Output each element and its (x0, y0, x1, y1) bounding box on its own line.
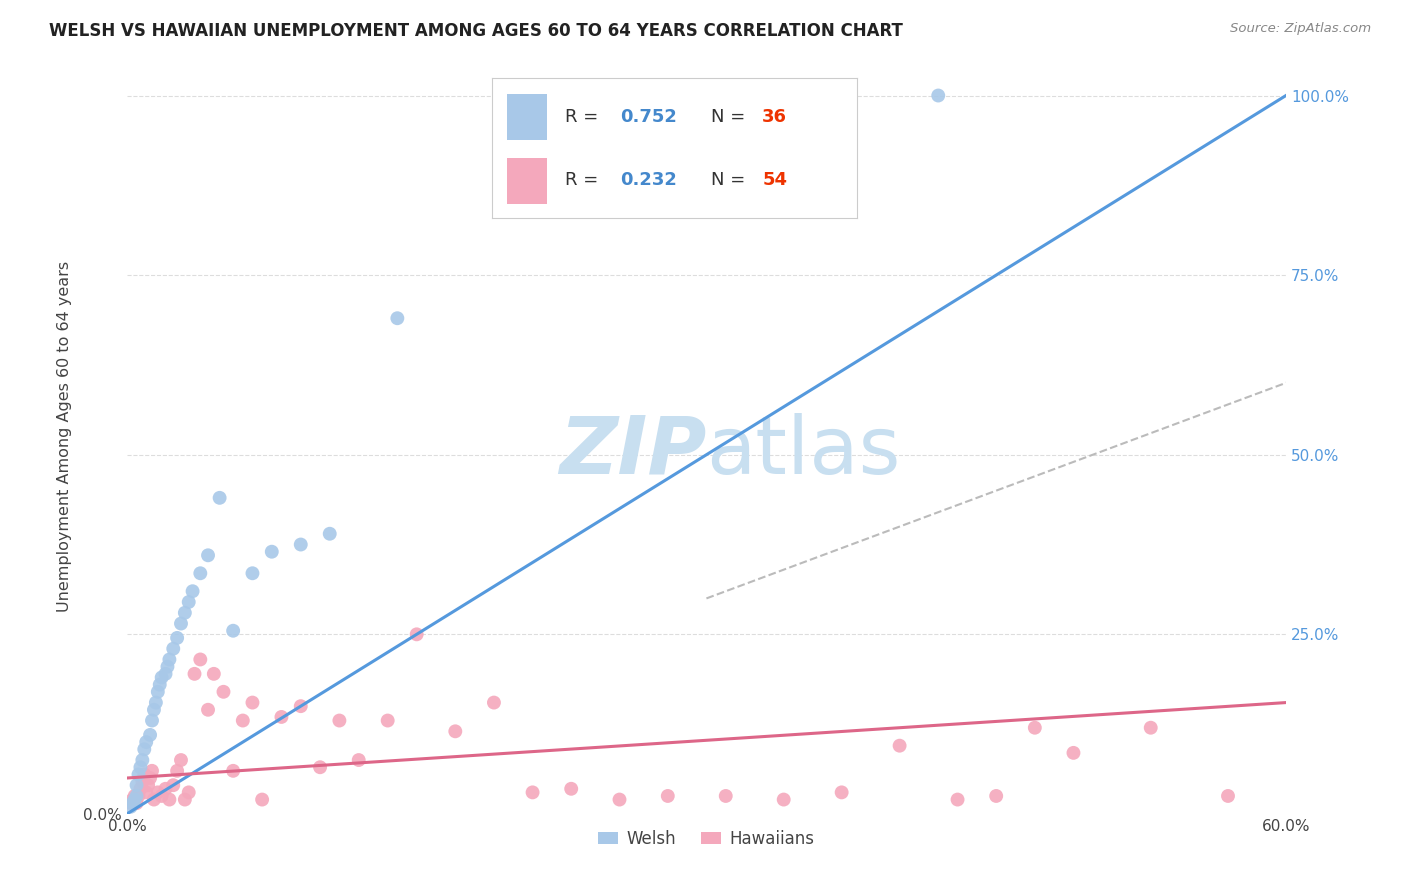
Point (242, 566, 264, 581)
Point (197, 549, 219, 563)
Point (135, 735, 157, 749)
Point (188, 566, 211, 581)
Point (128, 789, 150, 803)
Point (173, 792, 195, 806)
Point (149, 678, 172, 692)
Point (131, 753, 153, 767)
Point (129, 760, 152, 774)
Point (1216, 789, 1239, 803)
Point (522, 785, 544, 799)
Y-axis label: Unemployment Among Ages 60 to 64 years: Unemployment Among Ages 60 to 64 years (58, 261, 72, 612)
Point (134, 742, 156, 756)
Point (222, 624, 245, 638)
Point (124, 789, 146, 803)
Point (482, 696, 505, 710)
Point (328, 714, 350, 728)
Point (150, 789, 173, 803)
Point (150, 670, 173, 684)
Point (170, 616, 193, 631)
Point (177, 595, 200, 609)
Point (155, 781, 177, 796)
Point (260, 545, 283, 559)
Point (135, 785, 157, 799)
Point (125, 778, 148, 792)
Point (121, 792, 143, 806)
Point (131, 774, 153, 789)
Point (157, 652, 180, 666)
Point (197, 703, 219, 717)
Point (560, 781, 582, 796)
Point (1024, 721, 1046, 735)
Point (134, 767, 156, 781)
Point (120, 799, 142, 814)
Point (141, 764, 163, 778)
Point (121, 796, 143, 810)
Point (142, 792, 165, 806)
Point (139, 771, 162, 785)
Point (145, 696, 167, 710)
Text: WELSH VS HAWAIIAN UNEMPLOYMENT AMONG AGES 60 TO 64 YEARS CORRELATION CHART: WELSH VS HAWAIIAN UNEMPLOYMENT AMONG AGE… (49, 22, 903, 40)
Point (250, 792, 273, 806)
Point (444, 724, 467, 739)
Point (609, 792, 631, 806)
Point (927, 88, 949, 103)
Point (162, 778, 184, 792)
Point (146, 685, 169, 699)
Point (173, 606, 195, 620)
Point (377, 714, 399, 728)
Point (242, 696, 264, 710)
Point (347, 753, 370, 767)
Text: Source: ZipAtlas.com: Source: ZipAtlas.com (1230, 22, 1371, 36)
Point (387, 311, 409, 326)
Text: atlas: atlas (706, 413, 901, 491)
Point (232, 714, 254, 728)
Legend: Welsh, Hawaiians: Welsh, Hawaiians (592, 823, 821, 855)
Point (714, 789, 737, 803)
Point (889, 739, 911, 753)
Point (156, 659, 179, 673)
Point (831, 785, 853, 799)
Point (212, 685, 235, 699)
Point (657, 789, 679, 803)
Point (208, 491, 231, 505)
Point (125, 796, 148, 810)
Point (986, 789, 1008, 803)
Point (270, 710, 292, 724)
Point (136, 778, 159, 792)
Point (124, 792, 146, 806)
Point (309, 760, 332, 774)
Point (125, 789, 148, 803)
Point (946, 792, 969, 806)
Point (188, 652, 211, 666)
Point (1139, 721, 1161, 735)
Point (157, 792, 180, 806)
Point (162, 641, 184, 656)
Point (120, 796, 142, 810)
Point (128, 767, 150, 781)
Point (155, 666, 177, 681)
Point (772, 792, 794, 806)
Point (177, 785, 200, 799)
Point (290, 537, 312, 551)
Point (202, 666, 225, 681)
Point (129, 781, 152, 796)
Point (170, 753, 193, 767)
Point (142, 703, 165, 717)
Point (222, 764, 245, 778)
Point (181, 584, 204, 599)
Point (290, 699, 312, 714)
Point (146, 785, 169, 799)
Point (405, 627, 427, 641)
Point (319, 526, 342, 541)
Point (1062, 746, 1084, 760)
Text: ZIP: ZIP (560, 413, 706, 491)
Point (141, 714, 163, 728)
Point (183, 666, 205, 681)
Point (139, 728, 162, 742)
Point (166, 631, 188, 645)
Point (166, 764, 188, 778)
